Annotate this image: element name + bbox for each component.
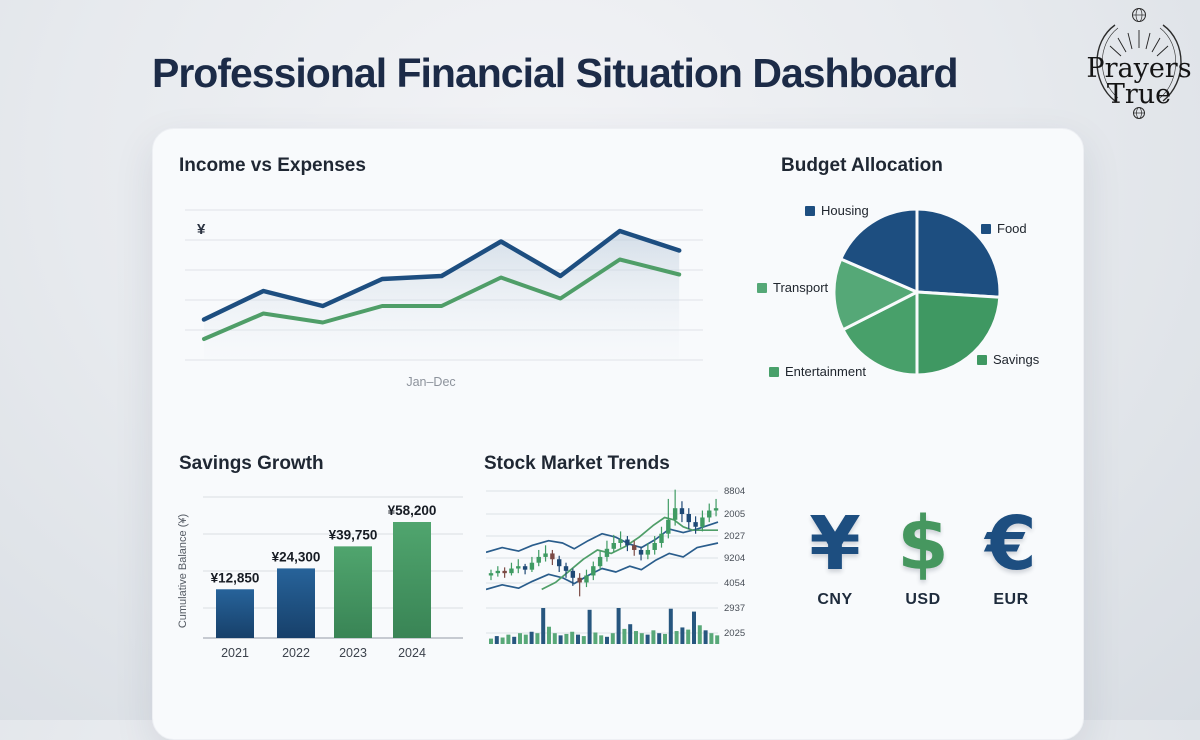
svg-text:2005: 2005 [724,509,745,520]
logo-sun-rays [1109,30,1169,57]
income-x-axis-label: Jan–Dec [406,375,456,389]
logo-wreath-arcs [1096,24,1182,102]
currency-code: CNY [817,591,853,608]
logo-text-line1: Prayers [1086,53,1191,84]
legend-item-entertainment: Entertainment [769,364,866,379]
currency-panel: ¥ CNY $ USD € EUR [796,507,1050,609]
currency-usd: $ USD [884,507,962,609]
budget-pie-chart [832,207,1002,377]
svg-text:9204: 9204 [724,553,745,564]
logo-ornament-bottom [1133,107,1145,119]
legend-item-savings: Savings [977,352,1039,367]
savings-bar-chart: ¥12,850 2021 ¥24,300 2022 ¥39,750 2023 ¥58,200… [203,496,463,660]
stock-trends-title: Stock Market Trends [484,453,670,474]
svg-text:¥12,850: ¥12,850 [211,570,260,585]
savings-growth-title: Savings Growth [179,453,324,474]
svg-text:2021: 2021 [221,646,249,660]
yuan-symbol-icon: ¥ [809,501,861,587]
euro-symbol-icon: € [985,501,1037,587]
legend-label: Savings [993,352,1040,367]
legend-marker-entertainment [769,366,779,377]
svg-text:2027: 2027 [724,531,745,542]
page-title: Professional Financial Situation Dashboa… [152,50,958,96]
stock-candlestick-chart: 8804 2005 2027 9204 4054 2937 2025 [486,486,745,644]
legend-label: Transport [773,280,829,295]
logo-ornament-top [1132,8,1146,22]
dollar-symbol-icon: $ [897,501,949,587]
budget-allocation-title: Budget Allocation [781,155,943,176]
legend-label: Food [997,221,1027,236]
currency-code: EUR [993,591,1029,608]
income-y-axis-symbol: ¥ [197,221,206,238]
svg-text:4054: 4054 [724,578,745,589]
svg-text:2937: 2937 [724,603,745,614]
legend-marker-food [981,223,991,234]
svg-text:¥39,750: ¥39,750 [329,527,378,542]
svg-text:2025: 2025 [724,628,745,639]
svg-text:2024: 2024 [398,646,426,660]
legend-marker-housing [805,205,815,216]
legend-marker-transport [757,282,767,293]
legend-label: Entertainment [785,364,866,379]
income-expenses-title: Income vs Expenses [179,155,366,176]
currency-eur: € EUR [972,507,1050,609]
legend-label: Housing [821,203,869,218]
savings-y-axis-label: Cumulative Balance (¥) [177,513,189,629]
legend-item-housing: Housing [805,203,869,218]
svg-text:8804: 8804 [724,486,745,497]
svg-text:¥58,200: ¥58,200 [388,503,437,518]
svg-text:2022: 2022 [282,646,310,660]
svg-text:¥24,300: ¥24,300 [272,549,321,564]
legend-item-transport: Transport [757,280,828,295]
svg-text:2023: 2023 [339,646,367,660]
logo-text-line2: True [1107,79,1171,110]
currency-cny: ¥ CNY [796,507,874,609]
legend-marker-savings [977,354,987,365]
legend-item-food: Food [981,221,1027,236]
income-expenses-chart [185,209,703,361]
dashboard-card: Income vs Expenses ¥ Jan–Dec Budget Allo… [152,128,1084,740]
brand-logo: Prayers True [1086,8,1192,119]
currency-code: USD [905,591,941,608]
